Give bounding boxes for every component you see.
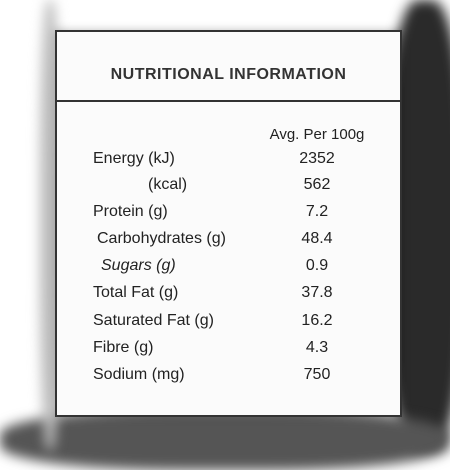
nutrient-value: 37.8 — [301, 284, 333, 301]
divider — [57, 100, 400, 102]
nutrient-name: Sugars (g) — [101, 257, 176, 274]
nutrient-value: 48.4 — [301, 230, 333, 247]
nutrient-value: 750 — [303, 366, 331, 383]
nutrient-value: 562 — [303, 176, 331, 193]
nutrient-value: 2352 — [299, 150, 335, 167]
nutrient-value: 7.2 — [305, 203, 329, 220]
nutrient-value: 4.3 — [305, 339, 329, 356]
nutrient-name: Total Fat (g) — [93, 284, 179, 301]
nutrient-name: Sodium (mg) — [93, 366, 185, 383]
nutrition-panel: NUTRITIONAL INFORMATION Avg. Per 100g En… — [55, 30, 402, 417]
nutrient-name: Energy (kJ) — [93, 150, 175, 167]
package-shadow — [0, 410, 450, 470]
nutrient-value: 0.9 — [305, 257, 329, 274]
panel-title: NUTRITIONAL INFORMATION — [110, 66, 347, 83]
nutrient-name: Carbohydrates (g) — [97, 230, 226, 247]
nutrient-value: 16.2 — [301, 312, 333, 329]
nutrient-name: (kcal) — [148, 176, 188, 193]
nutrient-name: Fibre (g) — [93, 339, 154, 356]
column-header: Avg. Per 100g — [269, 126, 365, 143]
nutrient-name: Saturated Fat (g) — [93, 312, 214, 329]
nutrient-name: Protein (g) — [93, 203, 168, 220]
